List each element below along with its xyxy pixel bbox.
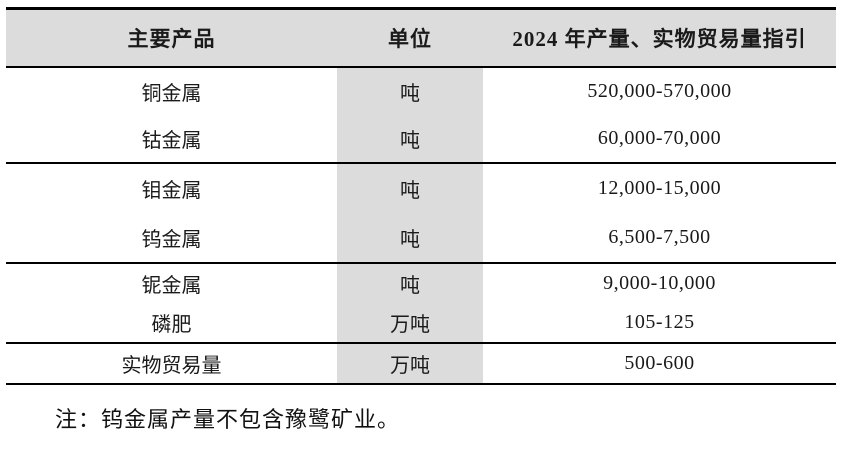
table-body: 铜金属 吨 520,000-570,000 钴金属 吨 60,000-70,00… bbox=[6, 66, 836, 384]
table-row-tungsten: 钨金属 吨 6,500-7,500 bbox=[6, 212, 836, 263]
cell-product: 磷肥 bbox=[151, 313, 192, 336]
cell-guidance: 6,500-7,500 bbox=[608, 225, 711, 248]
header-unit: 单位 bbox=[388, 26, 432, 51]
cell-product: 铜金属 bbox=[141, 82, 202, 105]
cell-product: 实物贸易量 bbox=[121, 354, 222, 377]
table-row-copper: 铜金属 吨 520,000-570,000 bbox=[6, 66, 836, 115]
cell-product: 钼金属 bbox=[141, 179, 202, 202]
cell-guidance: 60,000-70,000 bbox=[597, 126, 722, 149]
header-product: 主要产品 bbox=[127, 26, 216, 51]
cell-unit: 吨 bbox=[337, 262, 483, 303]
table-row-niobium: 铌金属 吨 9,000-10,000 bbox=[6, 262, 836, 303]
table-header: 主要产品 单位 2024 年产量、实物贸易量指引 bbox=[6, 8, 836, 67]
cell-guidance: 500-600 bbox=[624, 351, 695, 374]
cell-guidance: 105-125 bbox=[624, 310, 695, 333]
footnote: 注：钨金属产量不包含豫鹭矿业。 bbox=[55, 406, 401, 432]
cell-product: 钨金属 bbox=[141, 228, 202, 251]
table-row-cobalt: 钴金属 吨 60,000-70,000 bbox=[6, 114, 836, 163]
production-guidance-section: 主要产品 单位 2024 年产量、实物贸易量指引 铜金属 吨 520,000-5… bbox=[6, 7, 836, 385]
cell-unit: 吨 bbox=[337, 66, 483, 115]
cell-guidance: 520,000-570,000 bbox=[587, 79, 732, 102]
cell-unit: 吨 bbox=[337, 114, 483, 163]
cell-product: 铌金属 bbox=[141, 274, 202, 297]
production-guidance-table: 主要产品 单位 2024 年产量、实物贸易量指引 铜金属 吨 520,000-5… bbox=[6, 7, 836, 385]
header-guidance: 2024 年产量、实物贸易量指引 bbox=[512, 26, 807, 51]
table-row-trade-volume: 实物贸易量 万吨 500-600 bbox=[6, 342, 836, 384]
cell-guidance: 9,000-10,000 bbox=[603, 271, 716, 294]
cell-unit: 万吨 bbox=[337, 302, 483, 343]
cell-product: 钴金属 bbox=[141, 129, 202, 152]
cell-unit: 吨 bbox=[337, 162, 483, 213]
table-row-molybdenum: 钼金属 吨 12,000-15,000 bbox=[6, 162, 836, 213]
cell-unit: 万吨 bbox=[337, 342, 483, 384]
cell-guidance: 12,000-15,000 bbox=[597, 176, 722, 199]
header-row: 主要产品 单位 2024 年产量、实物贸易量指引 bbox=[6, 8, 836, 67]
cell-unit: 吨 bbox=[337, 212, 483, 263]
table-row-phosphate: 磷肥 万吨 105-125 bbox=[6, 302, 836, 343]
